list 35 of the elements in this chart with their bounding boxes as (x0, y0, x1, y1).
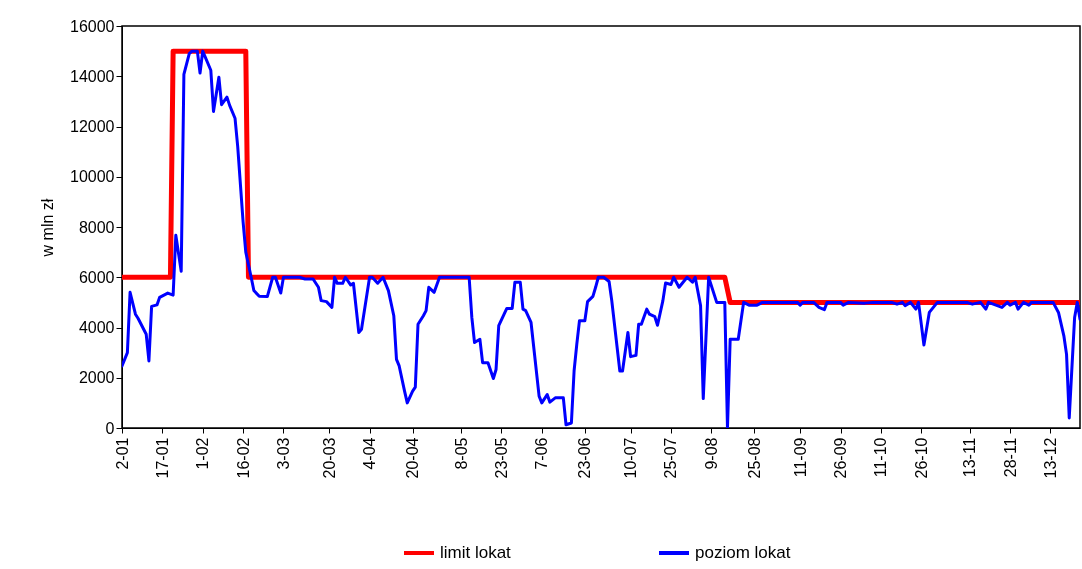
y-tick-label: 8000 (78, 218, 115, 236)
x-tick-label: 23-06 (576, 437, 594, 479)
x-tick-label: 13-11 (961, 437, 979, 478)
y-tick-label: 10000 (70, 168, 115, 186)
x-tick-label: 26-10 (912, 437, 930, 479)
x-tick-label: 25-08 (745, 437, 763, 479)
x-tick-label: 20-04 (404, 437, 422, 479)
x-tick-label: 9-08 (702, 437, 720, 470)
legend-label: limit lokat (440, 543, 512, 562)
x-tick-label: 3-03 (274, 437, 292, 470)
y-tick-label: 6000 (78, 268, 115, 286)
y-tick-label: 0 (105, 419, 115, 437)
y-tick-label: 4000 (78, 319, 115, 336)
x-tick-label: 26-09 (832, 437, 849, 479)
legend-label: poziom lokat (695, 543, 791, 562)
y-axis-title: w mln zł (39, 198, 57, 258)
x-tick-label: 20-03 (320, 437, 338, 479)
y-tick-label: 2000 (78, 369, 115, 387)
y-tick-label: 16000 (70, 17, 115, 35)
x-tick-label: 16-02 (234, 437, 252, 479)
x-tick-label: 4-04 (361, 437, 379, 470)
x-tick-label: 8-05 (452, 437, 470, 470)
x-tick-label: 10-07 (622, 437, 640, 479)
x-tick-label: 7-06 (533, 437, 551, 470)
y-tick-label: 12000 (70, 118, 115, 135)
x-tick-label: 23-05 (492, 437, 510, 479)
x-tick-label: 25-07 (662, 437, 680, 479)
x-tick-label: 28-11 (1001, 437, 1019, 478)
x-tick-label: 11-10 (872, 437, 890, 478)
x-tick-label: 2-01 (113, 437, 131, 470)
x-tick-label: 13-12 (1041, 437, 1059, 479)
x-tick-label: 11-09 (791, 437, 809, 478)
x-tick-label: 1-02 (194, 437, 212, 470)
y-tick-label: 14000 (70, 67, 115, 85)
x-tick-label: 17-01 (153, 437, 171, 479)
